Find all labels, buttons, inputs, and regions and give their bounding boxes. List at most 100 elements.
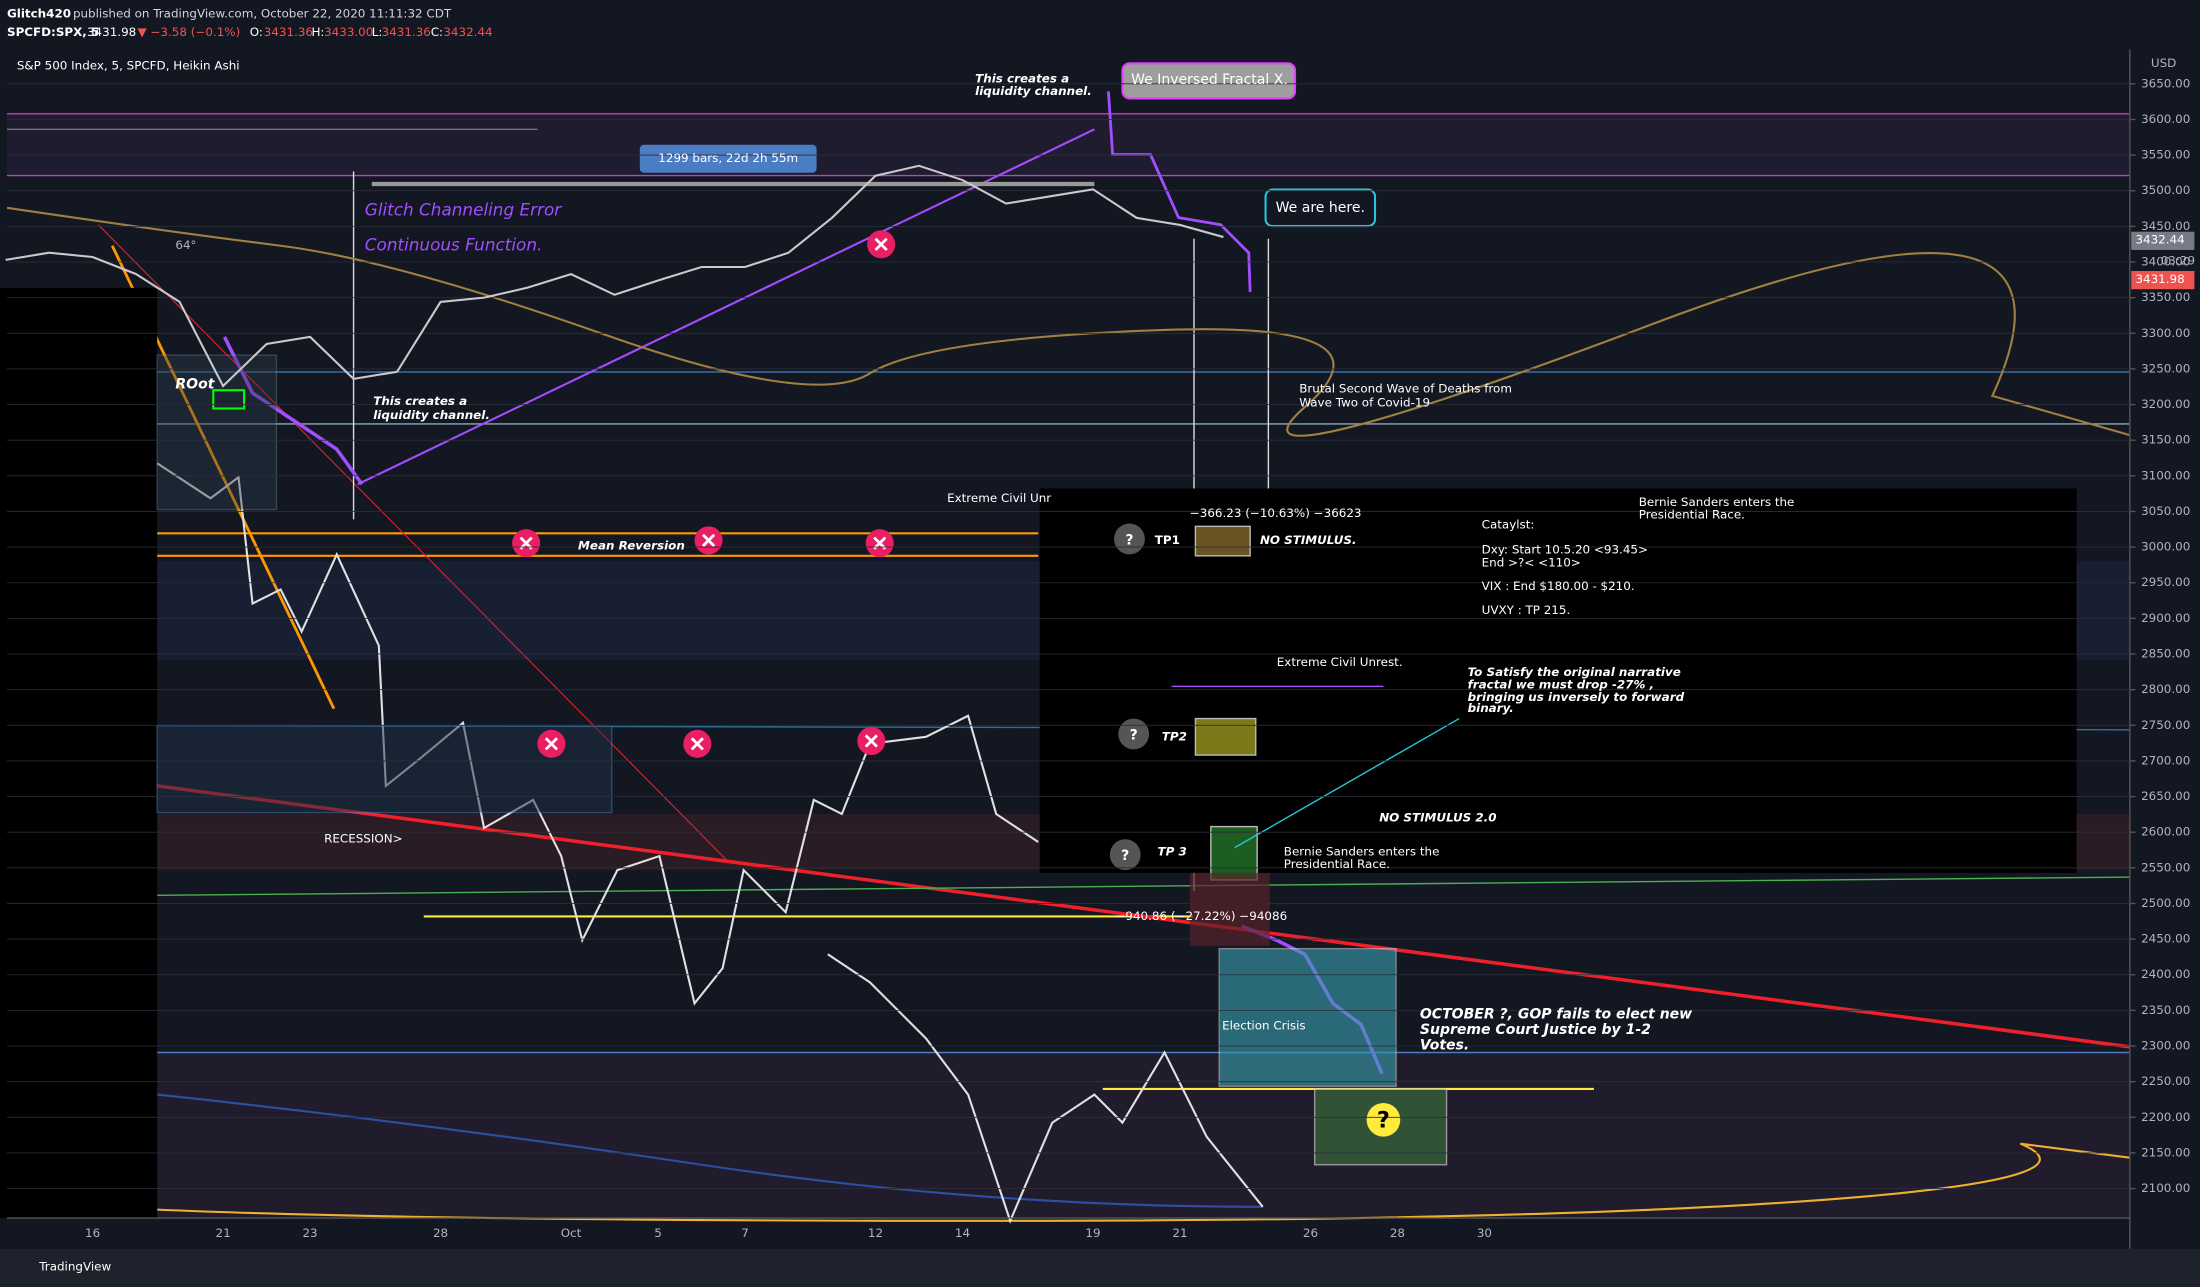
annotation: liquidity channel.: [975, 84, 1092, 98]
annotation: Supreme Court Justice by 1-2: [1420, 1022, 1651, 1038]
annotation: SPCFD:SPX, 5: [7, 25, 99, 39]
annotation: Presidential Race.: [1639, 508, 1745, 522]
annotation: 64°: [175, 238, 196, 252]
x-tick-label: 26: [1303, 1226, 1318, 1240]
annotation: ▼ −3.58 (−0.1%): [138, 25, 241, 39]
annotation: ?: [1121, 848, 1129, 864]
x-tick-label: 16: [85, 1226, 100, 1240]
y-tick-label: 3200.00: [2141, 397, 2190, 411]
x-tick-label: 12: [868, 1226, 883, 1240]
y-tick-label: 2100.00: [2141, 1181, 2190, 1195]
y-tick-label: 2150.00: [2141, 1145, 2190, 1159]
annotation: End >?< <110>: [1482, 555, 1581, 569]
x-tick-label: 21: [216, 1226, 231, 1240]
annotation: 3431.98: [87, 25, 136, 39]
annotation: published on TradingView.com, October 22…: [73, 7, 452, 21]
annotation: Mean Reversion: [578, 538, 685, 552]
x-tick-label: 19: [1085, 1226, 1100, 1240]
annotation: Continuous Function.: [365, 235, 543, 255]
question-mark: ?: [1377, 1108, 1390, 1134]
annotation: Election Crisis: [1222, 1018, 1306, 1032]
annotation: This creates a: [373, 394, 467, 408]
y-tick-label: 3000.00: [2141, 540, 2190, 554]
x-tick-label: 21: [1172, 1226, 1187, 1240]
x-tick-label: 7: [741, 1226, 749, 1240]
annotation: TP1: [1155, 533, 1180, 547]
y-tick-label: 2450.00: [2141, 932, 2190, 946]
annotation: Presidential Race.: [1284, 857, 1390, 871]
y-tick-label: 2600.00: [2141, 825, 2190, 839]
y-tick-label: 3400.00: [2141, 255, 2190, 269]
annotation: RECESSION>: [324, 832, 403, 846]
annotation: 3433.00: [324, 25, 373, 39]
annotation: Cataylst:: [1482, 517, 1535, 531]
x-tick-label: 28: [433, 1226, 448, 1240]
y-tick-label: 3050.00: [2141, 504, 2190, 518]
y-tick-label: 2250.00: [2141, 1074, 2190, 1088]
y-tick-label: 3650.00: [2141, 76, 2190, 90]
annotation: OCTOBER ?, GOP fails to elect new: [1420, 1007, 1692, 1023]
annotation: We are here.: [1276, 200, 1365, 216]
annotation: binary.: [1468, 701, 1514, 715]
annotation: TradingView: [38, 1260, 111, 1274]
annotation: Dxy: Start 10.5.20 <93.45>: [1482, 543, 1648, 557]
x-tick-label: 14: [955, 1226, 970, 1240]
annotation: TP2: [1162, 729, 1187, 743]
y-tick-label: 3250.00: [2141, 361, 2190, 375]
y-tick-label: 3300.00: [2141, 326, 2190, 340]
annotation: ?: [1125, 532, 1133, 548]
y-tick-label: 2200.00: [2141, 1110, 2190, 1124]
annotation: Glitch Channeling Error: [365, 200, 562, 220]
annotation: Bernie Sanders enters the: [1284, 844, 1440, 858]
annotation: −940.86 (−27.22%) −94086: [1115, 909, 1287, 923]
annotation: USD: [2151, 56, 2176, 70]
annotation: NO STIMULUS.: [1260, 533, 1357, 547]
y-tick-label: 2700.00: [2141, 753, 2190, 767]
annotation: ROot: [175, 377, 215, 393]
y-tick-label: 2500.00: [2141, 896, 2190, 910]
annotation: O:: [250, 25, 263, 39]
price-line: [5, 164, 1224, 388]
y-tick-label: 2750.00: [2141, 718, 2190, 732]
y-tick-label: 2800.00: [2141, 682, 2190, 696]
y-tick-label: 3500.00: [2141, 183, 2190, 197]
y-tick-label: 3600.00: [2141, 112, 2190, 126]
annotation: TP 3: [1158, 844, 1187, 858]
annotation: 3432.44: [2135, 233, 2184, 247]
annotation: NO STIMULUS 2.0: [1379, 811, 1496, 825]
y-tick-label: 2650.00: [2141, 789, 2190, 803]
annotation: UVXY : TP 215.: [1482, 603, 1571, 617]
y-tick-label: 2300.00: [2141, 1039, 2190, 1053]
y-tick-label: 3550.00: [2141, 148, 2190, 162]
annotation: 3431.36: [382, 25, 431, 39]
annotation: H:: [311, 25, 324, 39]
annotation: 03:29: [2161, 254, 2195, 268]
annotation: 3431.98: [2135, 272, 2184, 286]
y-tick-label: 2350.00: [2141, 1003, 2190, 1017]
x-tick-label: Oct: [561, 1226, 582, 1240]
annotation: Glitch420: [7, 7, 71, 21]
annotation: Wave Two of Covid-19: [1299, 395, 1430, 409]
x-tick-label: 28: [1390, 1226, 1405, 1240]
annotation: We Inversed Fractal X.: [1131, 72, 1288, 88]
x-tick-label: 23: [302, 1226, 317, 1240]
annotation: Bernie Sanders enters the: [1639, 495, 1795, 509]
annotation: Extreme Civil Unr: [947, 491, 1051, 505]
y-tick-label: 3100.00: [2141, 468, 2190, 482]
annotation: Brutal Second Wave of Deaths from: [1299, 381, 1512, 395]
annotation: 3431.36: [264, 25, 313, 39]
annotation: This creates a: [975, 71, 1069, 85]
y-tick-label: 3450.00: [2141, 219, 2190, 233]
annotation: Votes.: [1420, 1037, 1469, 1053]
annotation: 3432.44: [443, 25, 492, 39]
y-tick-label: 2400.00: [2141, 967, 2190, 981]
annotation: Extreme Civil Unrest.: [1277, 655, 1403, 669]
annotation: liquidity channel.: [373, 408, 490, 422]
y-tick-label: 2850.00: [2141, 647, 2190, 661]
annotation: C:: [431, 25, 443, 39]
annotation: To Satisfy the original narrative: [1468, 665, 1681, 679]
annotation: VIX : End $180.00 - $210.: [1482, 579, 1635, 593]
y-tick-label: 2550.00: [2141, 860, 2190, 874]
